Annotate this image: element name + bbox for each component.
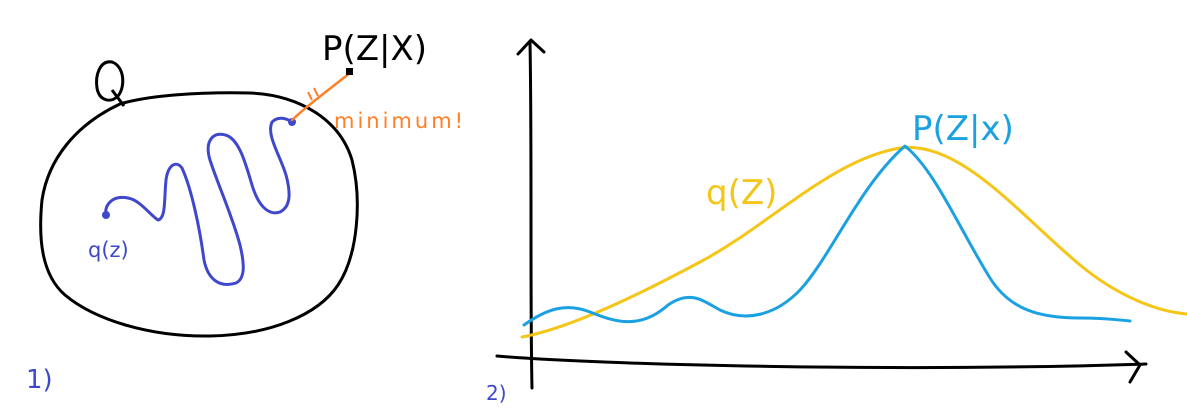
start-point [102,211,110,219]
panel-1: Q P(Z|X) q(z) minimum! 1) [26,29,466,395]
p-curve [522,144,1132,327]
end-point [288,118,296,126]
target-point [346,68,353,75]
optimization-path [104,116,294,286]
y-axis [528,40,534,390]
x-axis [495,354,1148,370]
set-label: Q [110,85,111,87]
gap-line [290,71,352,122]
panel-2: q(Z) P(Z|x) 2) [486,38,1187,405]
start-label: q(z) [88,238,129,262]
panel-2-number: 2) [486,381,507,405]
panel-1-number: 1) [26,365,53,395]
target-label: P(Z|X) [322,29,427,69]
x-axis-arrow [1124,350,1142,384]
family-q-blob [39,91,359,338]
p-curve-label: P(Z|x) [912,109,1014,149]
set-q-glyph [95,60,126,107]
gap-tick [307,87,319,101]
gap-label: minimum! [334,109,466,133]
q-curve [520,145,1187,339]
q-curve-label: q(Z) [706,173,777,213]
y-axis-arrow [516,38,546,56]
